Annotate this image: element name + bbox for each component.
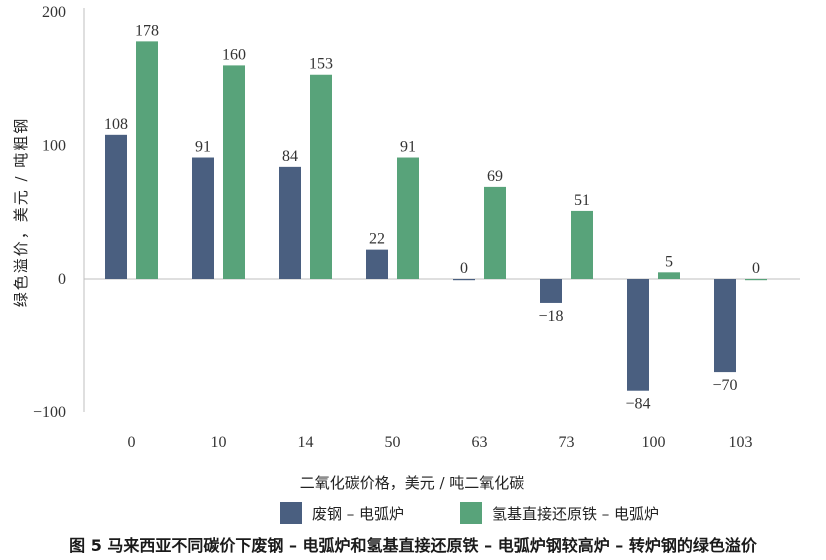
y-tick-label: −100: [33, 404, 66, 421]
data-labels: 108 178 91 160 84 153 22 91 0 69 −18 51 −84 5 −70 0: [104, 22, 760, 412]
bar-h2-dri-eaf: [136, 41, 158, 280]
y-tick-label: 100: [42, 138, 66, 155]
y-tick-labels: 200 100 0 −100: [33, 4, 66, 421]
axes: [83, 8, 800, 412]
x-tick-label: 63: [472, 434, 488, 451]
x-tick-label: 10: [211, 434, 227, 451]
x-tick-label: 0: [128, 434, 136, 451]
y-tick-label: 200: [42, 4, 66, 21]
legend-swatch: [280, 502, 302, 524]
bar-scrap-eaf: [279, 166, 301, 279]
data-label: 91: [400, 139, 416, 156]
x-axis-title: 二氧化碳价格，美元 / 吨二氧化碳: [300, 474, 525, 492]
data-label: 108: [104, 116, 128, 133]
legend-label: 氢基直接还原铁 – 电弧炉: [492, 505, 659, 523]
data-label: 0: [460, 260, 468, 277]
data-label: 91: [195, 139, 211, 156]
figure-caption: 图 5 马来西亚不同碳价下废钢 – 电弧炉和氢基直接还原铁 – 电弧炉钢较高炉 …: [69, 536, 757, 555]
bars: [105, 41, 767, 391]
bar-h2-dri-eaf: [223, 65, 245, 280]
bar-scrap-eaf: [714, 279, 736, 373]
data-label: −70: [712, 377, 737, 394]
bar-scrap-eaf: [366, 249, 388, 279]
bar-scrap-eaf: [627, 279, 649, 391]
x-tick-label: 103: [729, 434, 753, 451]
bar-h2-dri-eaf: [745, 279, 767, 281]
bar-h2-dri-eaf: [571, 210, 593, 279]
x-tick-labels: 0 10 14 50 63 73 100 103: [128, 434, 753, 451]
y-axis-title: 绿色溢价，美元 / 吨粗钢: [12, 117, 30, 308]
x-tick-label: 14: [298, 434, 314, 451]
x-tick-label: 50: [385, 434, 401, 451]
legend: 废钢 – 电弧炉 氢基直接还原铁 – 电弧炉: [280, 502, 659, 524]
legend-swatch: [460, 502, 482, 524]
bar-h2-dri-eaf: [658, 272, 680, 279]
data-label: 51: [574, 192, 590, 209]
data-label: 69: [487, 168, 503, 185]
data-label: 5: [665, 253, 673, 270]
bar-scrap-eaf: [192, 157, 214, 279]
data-label: 160: [222, 46, 246, 63]
data-label: −18: [538, 308, 563, 325]
bar-h2-dri-eaf: [397, 157, 419, 279]
x-tick-label: 73: [559, 434, 575, 451]
data-label: 22: [369, 231, 385, 248]
bar-scrap-eaf: [540, 279, 562, 303]
bar-scrap-eaf: [453, 279, 475, 281]
data-label: 84: [282, 148, 298, 165]
y-tick-label: 0: [58, 271, 66, 288]
data-label: −84: [625, 396, 650, 413]
data-label: 0: [752, 260, 760, 277]
data-label: 153: [309, 56, 333, 73]
x-tick-label: 100: [642, 434, 666, 451]
data-label: 178: [135, 22, 159, 39]
bar-h2-dri-eaf: [484, 186, 506, 279]
bar-h2-dri-eaf: [310, 74, 332, 280]
bar-scrap-eaf: [105, 134, 127, 279]
legend-label: 废钢 – 电弧炉: [312, 505, 404, 523]
